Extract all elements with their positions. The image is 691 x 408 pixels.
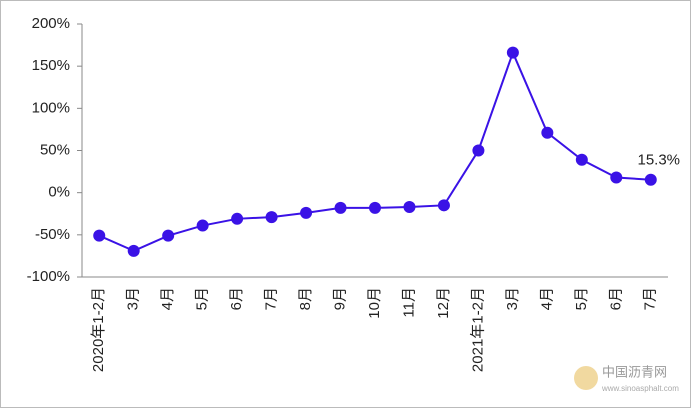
y-tick-label: 0% xyxy=(48,184,70,201)
marker xyxy=(575,153,588,166)
x-tick-label: 5月 xyxy=(194,287,211,310)
marker xyxy=(610,171,623,184)
marker xyxy=(265,211,278,224)
x-tick-label: 8月 xyxy=(297,287,314,310)
marker xyxy=(300,206,313,219)
y-tick-label: 100% xyxy=(32,99,70,116)
data-label: 15.3% xyxy=(637,152,680,169)
marker xyxy=(403,201,416,214)
x-tick-label: 11月 xyxy=(400,287,417,318)
watermark-name: 中国沥青网 xyxy=(602,364,667,379)
y-tick-label: 200% xyxy=(32,15,70,32)
x-tick-label: 6月 xyxy=(607,287,624,310)
x-tick-label: 4月 xyxy=(538,287,555,310)
x-tick-label: 9月 xyxy=(331,287,348,310)
x-tick-label: 3月 xyxy=(504,287,521,310)
x-tick-label: 7月 xyxy=(263,287,280,310)
x-tick-label: 10月 xyxy=(366,287,383,319)
marker xyxy=(196,219,209,232)
marker xyxy=(506,46,519,59)
marker xyxy=(93,229,106,242)
marker xyxy=(472,144,485,157)
x-tick-label: 12月 xyxy=(435,287,452,319)
x-tick-label: 5月 xyxy=(573,287,590,310)
marker xyxy=(231,212,244,225)
y-tick-label: -50% xyxy=(35,226,70,243)
watermark-url: www.sinoasphalt.com xyxy=(601,384,679,393)
watermark-logo xyxy=(574,366,598,390)
x-tick-label: 2021年1-2月 xyxy=(469,287,486,372)
x-tick-label: 6月 xyxy=(228,287,245,310)
y-tick-label: -100% xyxy=(27,268,70,285)
y-tick-label: 50% xyxy=(40,141,70,158)
x-tick-label: 2020年1-2月 xyxy=(90,287,107,372)
marker xyxy=(369,201,381,214)
x-tick-label: 7月 xyxy=(642,287,659,310)
marker xyxy=(334,201,347,214)
marker xyxy=(437,199,450,212)
y-tick-label: 150% xyxy=(32,57,70,74)
marker xyxy=(162,229,175,242)
watermark: 中国沥青网 www.sinoasphalt.com xyxy=(574,364,679,393)
marker xyxy=(644,173,657,186)
x-tick-label: 3月 xyxy=(125,287,142,310)
marker xyxy=(541,126,554,139)
x-tick-label: 4月 xyxy=(159,287,176,310)
marker xyxy=(127,244,140,257)
